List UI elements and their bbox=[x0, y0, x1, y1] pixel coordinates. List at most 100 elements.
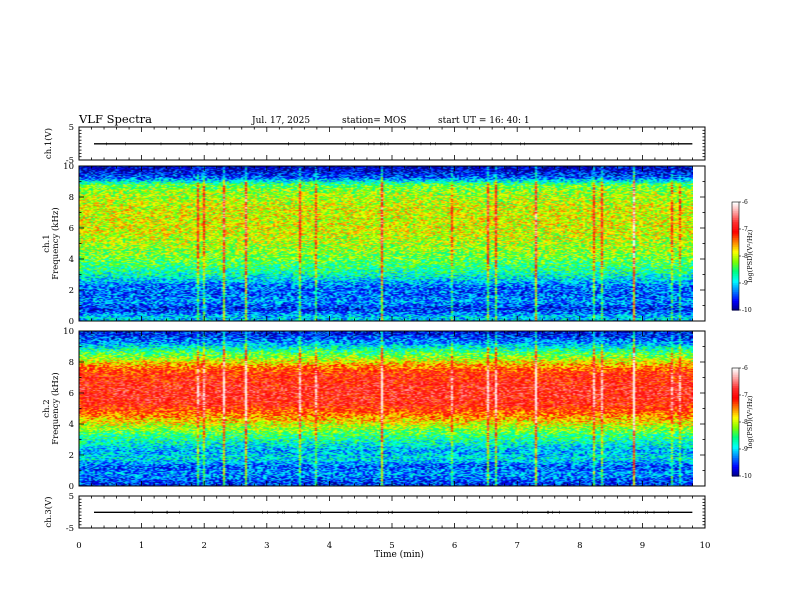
colorbar-segment bbox=[732, 369, 739, 373]
x-tick-label: 9 bbox=[640, 541, 645, 551]
y-tick-label: 0 bbox=[69, 317, 74, 327]
colorbar-segment bbox=[732, 378, 739, 382]
panel-axes-1: 0 2 4 6 8 10 ch.1 Frequency (kHz) bbox=[42, 162, 706, 327]
colorbar-segment bbox=[732, 218, 739, 221]
y-tick-label: 5 bbox=[69, 492, 74, 502]
colorbar-segment bbox=[732, 414, 739, 418]
colorbar-segment bbox=[732, 270, 739, 273]
colorbar-segment bbox=[732, 256, 739, 259]
colorbar-segment bbox=[732, 241, 739, 244]
colorbar-segment bbox=[732, 411, 739, 414]
colorbar-segment bbox=[732, 252, 739, 255]
colorbar-segment bbox=[732, 463, 739, 466]
figure-title: VLF Spectra bbox=[78, 112, 152, 126]
colorbar-segment bbox=[732, 263, 739, 266]
colorbar-segment bbox=[732, 434, 739, 437]
colorbar-segment bbox=[732, 452, 739, 455]
colorbar-segment bbox=[732, 393, 739, 396]
x-tick-label: 7 bbox=[514, 541, 519, 551]
colorbar-segment bbox=[732, 250, 739, 253]
colorbar-segment bbox=[732, 465, 739, 468]
colorbar-segment bbox=[732, 384, 739, 387]
colorbar-segment bbox=[732, 306, 739, 309]
ch1-colorbar: -6 -7 -8 -9 -10 log(PSD)(V²/Hz) bbox=[731, 199, 754, 314]
colorbar-tick-label: -10 bbox=[742, 473, 752, 480]
colorbar-segment bbox=[732, 389, 739, 392]
colorbar-segment bbox=[732, 404, 739, 407]
colorbar-label: log(PSD)(V²/Hz) bbox=[746, 229, 754, 282]
y-tick-label: 8 bbox=[69, 193, 74, 203]
x-tick-label: 1 bbox=[139, 541, 144, 551]
colorbar-segment bbox=[732, 387, 739, 391]
ch1-spectrogram-image bbox=[79, 166, 693, 321]
colorbar-segment bbox=[732, 293, 739, 297]
colorbar-segment bbox=[732, 275, 739, 279]
y-axis-label: ch.1(V) bbox=[43, 128, 54, 159]
colorbar-segment bbox=[732, 422, 739, 425]
colorbar-segment bbox=[732, 368, 739, 371]
colorbar-segment bbox=[732, 386, 739, 389]
colorbar-segment bbox=[732, 297, 739, 300]
y-tick-label: 6 bbox=[69, 389, 74, 399]
colorbar-segment bbox=[732, 398, 739, 401]
colorbar-tick-label: -8 bbox=[742, 419, 748, 426]
colorbar-segment bbox=[732, 203, 739, 207]
colorbar-segment bbox=[732, 209, 739, 212]
colorbar-segment bbox=[732, 304, 739, 307]
colorbar-segment bbox=[732, 395, 739, 398]
colorbar-segment bbox=[732, 461, 739, 464]
colorbar-segment bbox=[732, 380, 739, 383]
colorbar-segment bbox=[732, 308, 739, 311]
colorbar-segment bbox=[732, 220, 739, 223]
colorbar-segment bbox=[732, 423, 739, 427]
colorbar-segment bbox=[732, 420, 739, 423]
colorbar-tick-label: -6 bbox=[742, 199, 748, 206]
colorbar-segment bbox=[732, 454, 739, 457]
colorbar-segment bbox=[732, 290, 739, 293]
colorbar-segment bbox=[732, 272, 739, 275]
colorbar-segment bbox=[732, 405, 739, 409]
colorbar-segment bbox=[732, 429, 739, 432]
colorbar-segment bbox=[732, 382, 739, 385]
y-tick-label: 8 bbox=[69, 358, 74, 368]
colorbar-segment bbox=[732, 243, 739, 246]
colorbar-segment bbox=[732, 432, 739, 436]
ch2-spectrogram-panel bbox=[79, 331, 693, 486]
colorbar-segment bbox=[732, 236, 739, 239]
colorbar-segment bbox=[732, 456, 739, 459]
panel-axes-3: 5 -5 ch.3(V) bbox=[43, 492, 706, 534]
colorbar-segment bbox=[732, 449, 739, 452]
colorbar-tick-label: -9 bbox=[742, 280, 748, 287]
y-axis-label: ch.2 bbox=[42, 399, 52, 417]
colorbar-segment bbox=[732, 472, 739, 475]
ch2-colorbar: -6 -7 -8 -9 -10 log(PSD)(V²/Hz) bbox=[731, 365, 754, 480]
colorbar-segment bbox=[732, 283, 739, 286]
colorbar-segment bbox=[732, 216, 739, 219]
x-tick-label: 3 bbox=[264, 541, 269, 551]
x-axis-label: Time (min) bbox=[374, 549, 424, 560]
colorbar-segment bbox=[732, 225, 739, 228]
colorbar-segment bbox=[732, 212, 739, 216]
colorbar-segment bbox=[732, 247, 739, 250]
y-axis-label: ch.3(V) bbox=[43, 496, 54, 527]
colorbar-segment bbox=[732, 288, 739, 291]
colorbar-segment bbox=[732, 407, 739, 410]
colorbar-segment bbox=[732, 281, 739, 284]
colorbar-tick-label: -6 bbox=[742, 365, 748, 372]
colorbar-segment bbox=[732, 207, 739, 210]
x-tick-label: 6 bbox=[452, 541, 457, 551]
colorbar-segment bbox=[732, 474, 739, 477]
colorbar-segment bbox=[732, 391, 739, 394]
colorbar-segment bbox=[732, 402, 739, 405]
colorbar-segment bbox=[732, 274, 739, 277]
colorbar-segment bbox=[732, 254, 739, 257]
colorbar-tick-label: -7 bbox=[742, 226, 748, 233]
colorbar-segment bbox=[732, 214, 739, 217]
colorbar-segment bbox=[732, 470, 739, 473]
y-tick-label: 10 bbox=[63, 327, 74, 337]
colorbar-segment bbox=[732, 248, 739, 252]
colorbar-segment bbox=[732, 450, 739, 454]
colorbar-segment bbox=[732, 221, 739, 225]
y-tick-label: 4 bbox=[69, 255, 74, 265]
colorbar-segment bbox=[732, 459, 739, 463]
